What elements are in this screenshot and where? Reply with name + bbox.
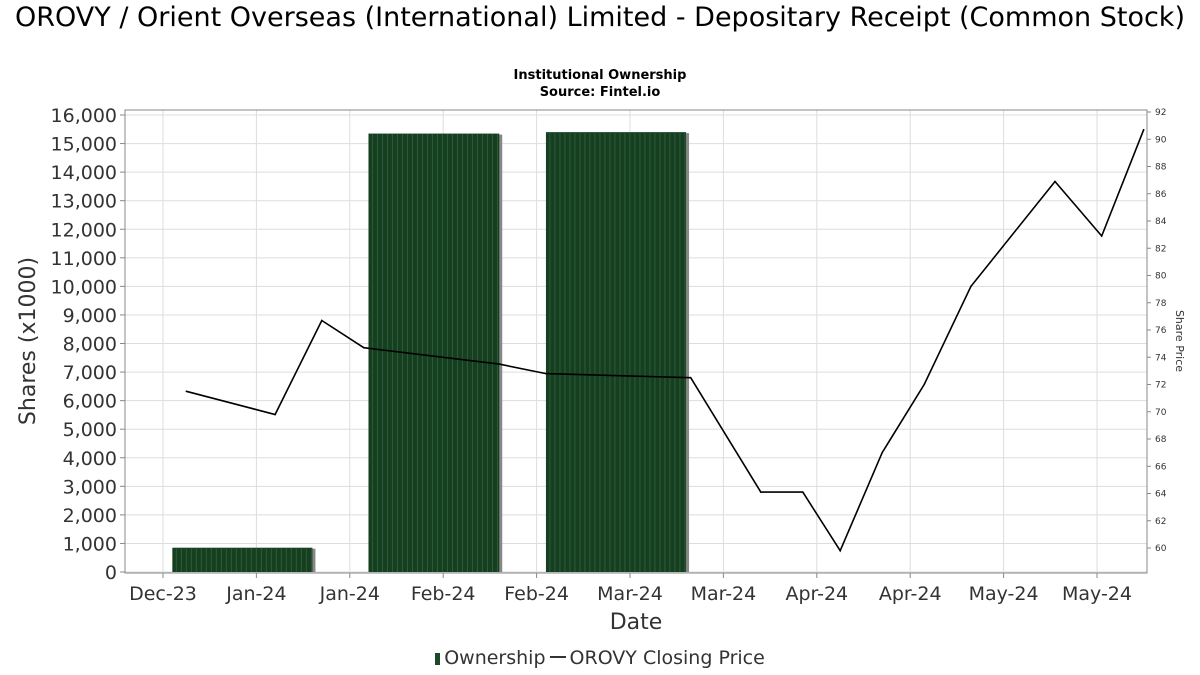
y2-tick-label: 72 <box>1155 381 1166 391</box>
y-tick-label: 7,000 <box>63 362 117 384</box>
y2-tick-label: 68 <box>1155 435 1167 445</box>
y-tick-label: 3,000 <box>63 476 117 498</box>
y2-tick-label: 86 <box>1155 190 1167 200</box>
price-point <box>759 491 762 493</box>
price-point <box>923 383 926 386</box>
y2-tick-label: 78 <box>1155 299 1167 309</box>
price-point <box>320 319 323 322</box>
y-tick-label: 11,000 <box>51 248 117 270</box>
legend-ownership: Ownership <box>444 647 546 669</box>
y-tick-label: 13,000 <box>51 191 117 213</box>
price-point <box>545 372 547 375</box>
x-tick-label: Feb-24 <box>411 583 476 605</box>
x-tick-label: Feb-24 <box>504 583 569 605</box>
y-tick-label: 4,000 <box>63 448 117 470</box>
price-point <box>1142 128 1145 131</box>
legend-bar-swatch <box>435 653 441 665</box>
x-axis: Dec-23 Jan-24 Jan-24 Feb-24 Feb-24 Mar-24 Mar-… <box>129 573 1132 605</box>
price-point <box>1100 235 1103 237</box>
y-tick-label: 15,000 <box>51 134 117 156</box>
y-tick-label: 1,000 <box>63 533 117 555</box>
price-point <box>801 491 804 493</box>
y2-tick-label: 66 <box>1155 462 1167 472</box>
ownership-bars <box>172 132 690 573</box>
y-tick-label: 9,000 <box>63 305 117 327</box>
y-tick-label: 10,000 <box>51 276 117 298</box>
y2-tick-label: 76 <box>1155 326 1167 336</box>
ownership-bar <box>368 133 500 573</box>
x-tick-label: May-24 <box>969 583 1039 605</box>
x-tick-label: Mar-24 <box>597 583 663 605</box>
x-tick-label: Mar-24 <box>691 583 757 605</box>
y-tick-label: 2,000 <box>63 505 117 527</box>
price-point <box>363 346 365 349</box>
left-axis: 0 1,000 2,000 3,000 4,000 5,000 6,000 7,000 8,00… <box>51 105 125 584</box>
legend: Ownership OROVY Closing Price <box>0 647 1200 669</box>
legend-line-swatch <box>549 656 566 658</box>
x-tick-label: Jan-24 <box>225 583 286 605</box>
ownership-bar <box>545 132 687 572</box>
price-point <box>970 285 972 288</box>
price-line-layer <box>185 128 1145 553</box>
x-tick-label: May-24 <box>1062 583 1132 605</box>
x-tick-label: Apr-24 <box>785 583 848 605</box>
y-tick-label: 8,000 <box>63 334 117 356</box>
y-tick-label: 6,000 <box>63 391 117 413</box>
x-tick-label: Jan-24 <box>319 583 380 605</box>
legend-price: OROVY Closing Price <box>569 647 765 669</box>
plot-frame <box>124 109 1148 574</box>
price-point <box>498 363 501 365</box>
chart-source: Source: Fintel.io <box>539 85 661 100</box>
price-point <box>689 376 692 379</box>
y2-tick-label: 82 <box>1155 244 1166 254</box>
y2-tick-label: 62 <box>1155 517 1166 527</box>
y2-tick-label: 88 <box>1155 163 1167 173</box>
y-tick-label: 0 <box>105 562 117 584</box>
price-point <box>185 390 188 393</box>
y2-tick-label: 84 <box>1155 217 1167 227</box>
y-tick-label: 12,000 <box>51 219 117 241</box>
price-point <box>881 451 883 454</box>
x-axis-label: Date <box>610 610 663 635</box>
y2-tick-label: 92 <box>1155 108 1166 118</box>
chart-title: OROVY / Orient Overseas (International) … <box>15 2 1185 33</box>
price-point <box>274 413 276 416</box>
chart-subtitle: Institutional Ownership <box>513 68 687 83</box>
ownership-bar <box>172 547 313 572</box>
x-tick-label: Apr-24 <box>879 583 942 605</box>
price-line <box>186 129 1145 553</box>
y2-tick-label: 80 <box>1155 272 1167 282</box>
right-axis: 60 62 64 66 68 70 72 74 76 78 80 82 84 86 88 90 92 <box>1147 108 1167 554</box>
y2-axis-label: Share Price <box>1173 310 1186 372</box>
y2-tick-label: 90 <box>1155 135 1167 145</box>
price-point <box>839 549 841 552</box>
y2-tick-label: 74 <box>1155 353 1167 363</box>
y-tick-label: 14,000 <box>51 162 117 184</box>
y-tick-label: 5,000 <box>63 419 117 441</box>
y2-tick-label: 64 <box>1155 490 1167 500</box>
y-axis-label: Shares (x1000) <box>16 257 41 425</box>
y-tick-label: 16,000 <box>51 105 117 127</box>
y2-tick-label: 70 <box>1155 408 1167 418</box>
price-point <box>1054 180 1056 183</box>
y2-tick-label: 60 <box>1155 544 1167 554</box>
x-tick-label: Dec-23 <box>129 583 197 605</box>
